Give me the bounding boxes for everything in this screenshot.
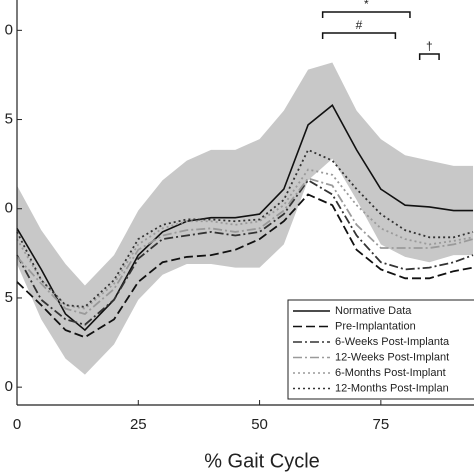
series-line (16, 104, 474, 332)
legend-label: 12-Weeks Post-Implant (335, 351, 449, 363)
series-line (16, 148, 474, 308)
x-tick-label: 75 (373, 416, 390, 433)
significance-bracket (418, 53, 440, 60)
x-tick-label: 50 (251, 416, 268, 433)
y-tick-label: 0 (5, 378, 13, 395)
y-tick-label: 0 (5, 21, 13, 38)
y-tick-label: 5 (5, 111, 13, 128)
significance-bracket (321, 32, 397, 39)
legend-label: Normative Data (335, 305, 412, 317)
legend-label: Pre-Implantation (335, 320, 416, 332)
series-line (16, 179, 474, 326)
y-tick-label: 0 (5, 200, 13, 217)
series-line (16, 177, 474, 316)
significance-label: # (356, 18, 363, 32)
significance-bracket (321, 11, 411, 18)
x-tick-label: 0 (13, 416, 21, 433)
x-tick-label: 25 (130, 416, 147, 433)
legend-label: 6-Weeks Post-Implanta (335, 336, 450, 348)
sd-band (17, 62, 474, 375)
y-tick-label: 5 (5, 289, 13, 306)
significance-label: † (426, 39, 433, 53)
x-axis-label: % Gait Cycle (204, 450, 320, 472)
significance-label: * (364, 0, 369, 11)
legend-label: 6-Months Post-Implant (335, 367, 446, 379)
series-line (16, 168, 474, 310)
legend-label: 12-Months Post-Implan (335, 382, 449, 394)
legend-box (287, 299, 474, 400)
series-line (16, 193, 474, 339)
